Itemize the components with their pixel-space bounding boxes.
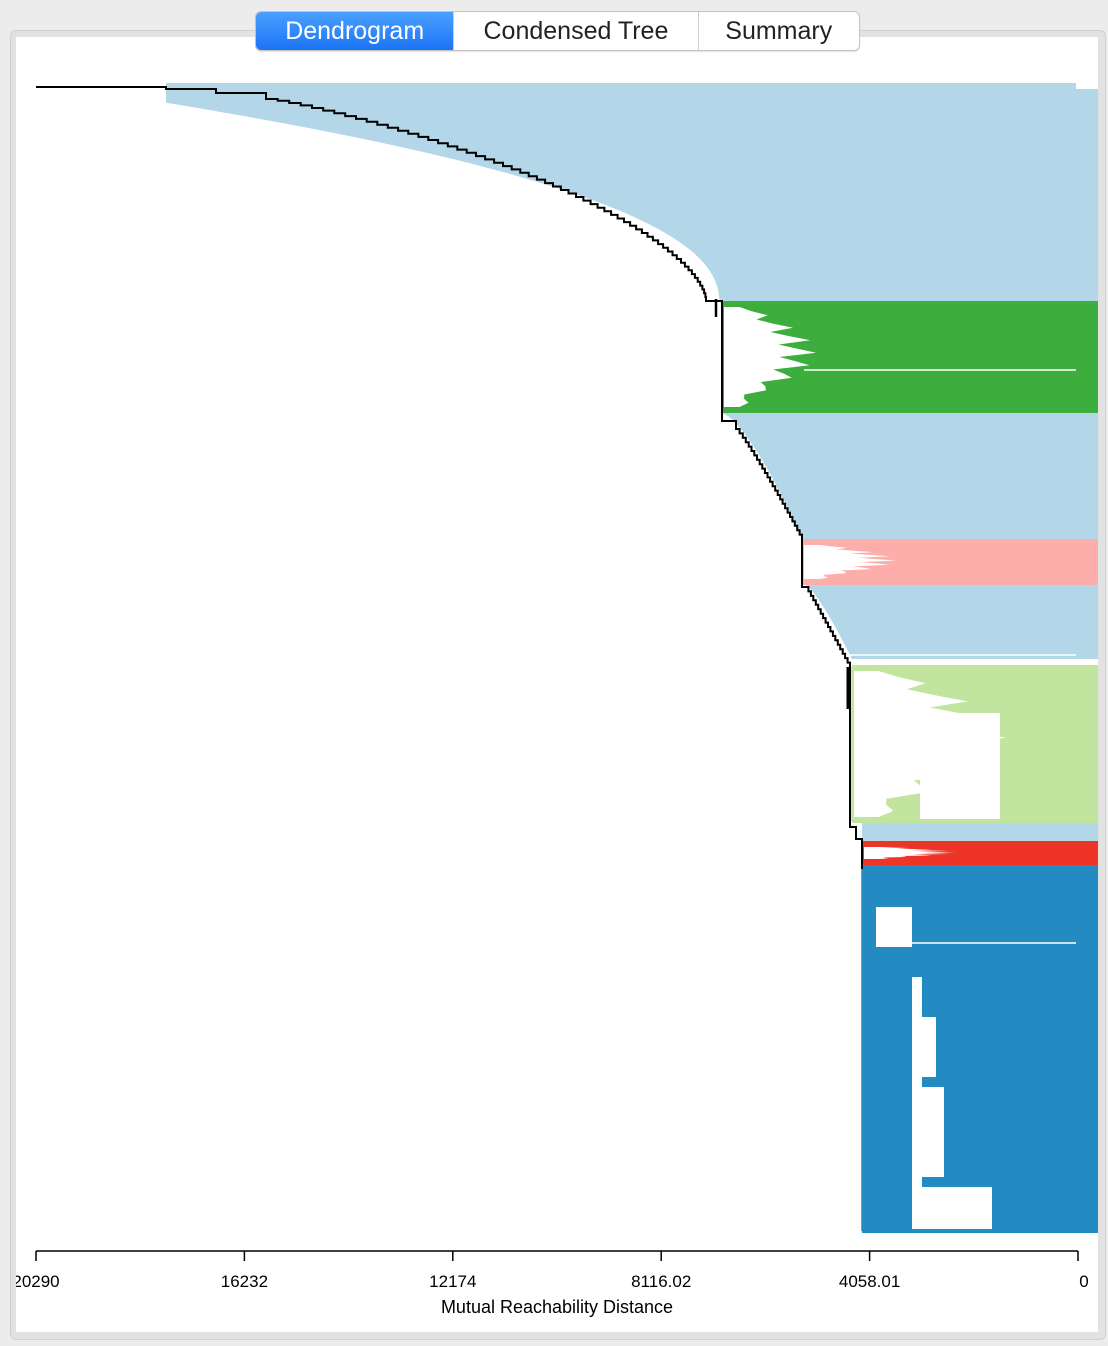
cluster-band bbox=[721, 301, 1098, 413]
white-gap bbox=[912, 977, 922, 1229]
x-tick-label: 12174 bbox=[429, 1272, 476, 1291]
tab-summary[interactable]: Summary bbox=[725, 16, 833, 45]
dendrogram-chart: 20290 16232 12174 8116.02 4058.01 0 Mutual Re… bbox=[12, 83, 1098, 1317]
x-tick-label: 16232 bbox=[221, 1272, 268, 1291]
cluster-band bbox=[861, 841, 1098, 865]
white-mask bbox=[36, 83, 720, 301]
cluster-band-gap bbox=[804, 545, 896, 579]
cluster-band-fill bbox=[722, 301, 1098, 413]
dendrogram-plot-area: 20290 16232 12174 8116.02 4058.01 0 Mutual Re… bbox=[12, 37, 1098, 1332]
x-tick-label: 0 bbox=[1079, 1272, 1088, 1291]
white-mask bbox=[36, 585, 852, 659]
white-gap bbox=[1076, 83, 1098, 89]
white-gap bbox=[922, 1087, 944, 1177]
cluster-band-gap bbox=[724, 307, 816, 407]
tab-dendrogram[interactable]: Dendrogram bbox=[256, 12, 455, 50]
white-gap bbox=[922, 1187, 992, 1229]
x-axis-label: Mutual Reachability Distance bbox=[441, 1297, 673, 1317]
white-mask bbox=[36, 823, 862, 841]
dendrogram-trunk bbox=[36, 86, 863, 869]
tab-condensed-tree[interactable]: Condensed Tree bbox=[454, 12, 699, 50]
white-mask bbox=[36, 413, 802, 539]
view-tab-bar: Dendrogram Condensed Tree Summary bbox=[255, 11, 860, 51]
x-tick-label: 4058.01 bbox=[839, 1272, 900, 1291]
x-tick-label: 8116.02 bbox=[631, 1272, 691, 1291]
x-tick-label: 20290 bbox=[16, 1272, 60, 1291]
white-gap bbox=[922, 1017, 936, 1077]
cluster-band bbox=[801, 539, 1098, 585]
white-gap bbox=[876, 907, 912, 947]
white-gap bbox=[920, 713, 1000, 819]
cluster-band-gap bbox=[864, 847, 956, 859]
